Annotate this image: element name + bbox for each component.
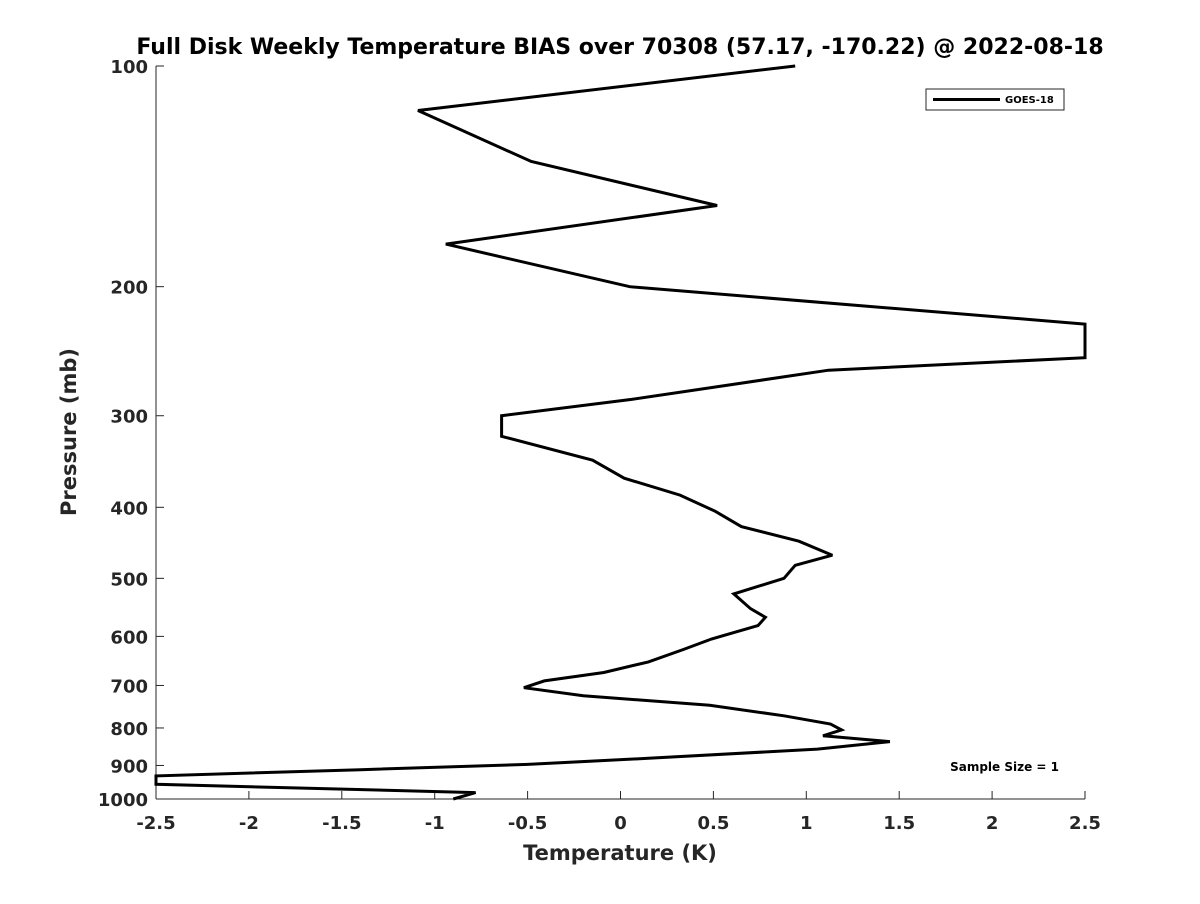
y-tick-label: 400 — [110, 498, 148, 519]
y-tick-label: 500 — [110, 569, 148, 590]
x-tick-label: -2.5 — [136, 813, 175, 834]
y-tick-label: 300 — [110, 407, 148, 428]
x-tick-label: -2 — [239, 813, 259, 834]
chart-title: Full Disk Weekly Temperature BIAS over 7… — [136, 35, 1103, 60]
x-tick-label: 0 — [614, 813, 627, 834]
x-tick-label: 1.5 — [883, 813, 915, 834]
x-ticks: -2.5 -2 -1.5 -1 -0.5 0 0.5 1 1.5 2 2.5 — [136, 791, 1101, 834]
x-tick-label: -1.5 — [322, 813, 361, 834]
y-tick-label: 900 — [110, 756, 148, 777]
y-tick-label: 200 — [110, 278, 148, 299]
y-tick-label: 100 — [110, 57, 148, 78]
x-tick-label: 2 — [986, 813, 999, 834]
y-tick-label: 600 — [110, 627, 148, 648]
x-axis-label: Temperature (K) — [523, 841, 717, 865]
x-tick-label: 1 — [800, 813, 813, 834]
y-tick-label: 1000 — [98, 790, 148, 811]
x-tick-label: -0.5 — [508, 813, 547, 834]
x-tick-label: 0.5 — [697, 813, 729, 834]
series-group — [154, 64, 1087, 801]
y-ticks: 100 200 300 400 500 600 700 800 900 1000 — [98, 57, 164, 811]
plot-axes — [155, 66, 1085, 800]
legend-label: GOES-18 — [1005, 95, 1054, 106]
legend: GOES-18 — [925, 88, 1065, 111]
sample-size-annotation: Sample Size = 1 — [950, 760, 1059, 774]
x-tick-label: -1 — [425, 813, 445, 834]
x-tick-label: 2.5 — [1069, 813, 1101, 834]
series-line-goes-18 — [154, 64, 1087, 801]
y-tick-label: 700 — [110, 676, 148, 697]
y-axis-label: Pressure (mb) — [57, 348, 81, 516]
y-tick-label: 800 — [110, 719, 148, 740]
